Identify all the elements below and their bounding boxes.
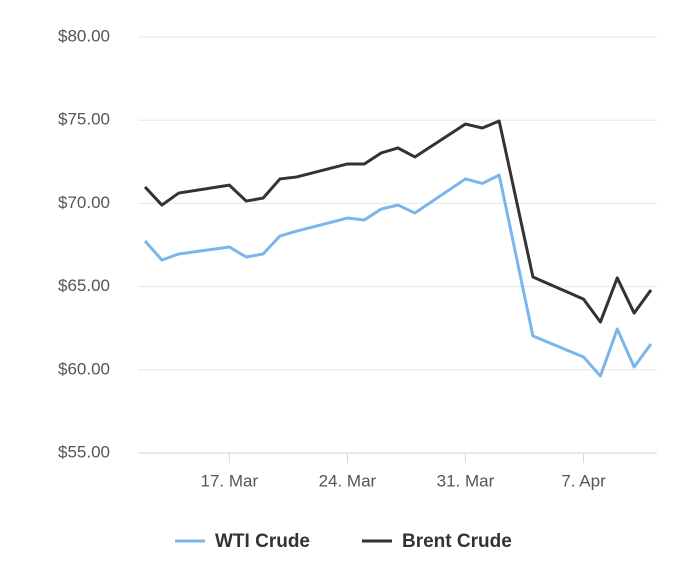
series-line — [143, 173, 653, 378]
x-tick-label: 31. Mar — [437, 471, 495, 490]
grid: $55.00 $60.00 $65.00 $70.00 $75.00 $80.00 17. … — [58, 26, 657, 490]
plot — [143, 119, 653, 378]
y-tick-label: $75.00 — [58, 110, 110, 129]
y-tick-label: $80.00 — [58, 26, 110, 45]
y-tick-label: $55.00 — [58, 442, 110, 461]
x-tick-label: 17. Mar — [201, 471, 259, 490]
y-tick-label: $65.00 — [58, 276, 110, 295]
series-line — [143, 119, 653, 324]
x-tick-label: 24. Mar — [319, 471, 377, 490]
legend-label[interactable]: WTI Crude — [215, 531, 310, 552]
legend: WTI Crude Brent Crude — [175, 531, 512, 552]
y-tick-label: $60.00 — [58, 359, 110, 378]
legend-label[interactable]: Brent Crude — [402, 531, 512, 552]
x-tick-label: 7. Apr — [561, 471, 606, 490]
y-tick-label: $70.00 — [58, 193, 110, 212]
